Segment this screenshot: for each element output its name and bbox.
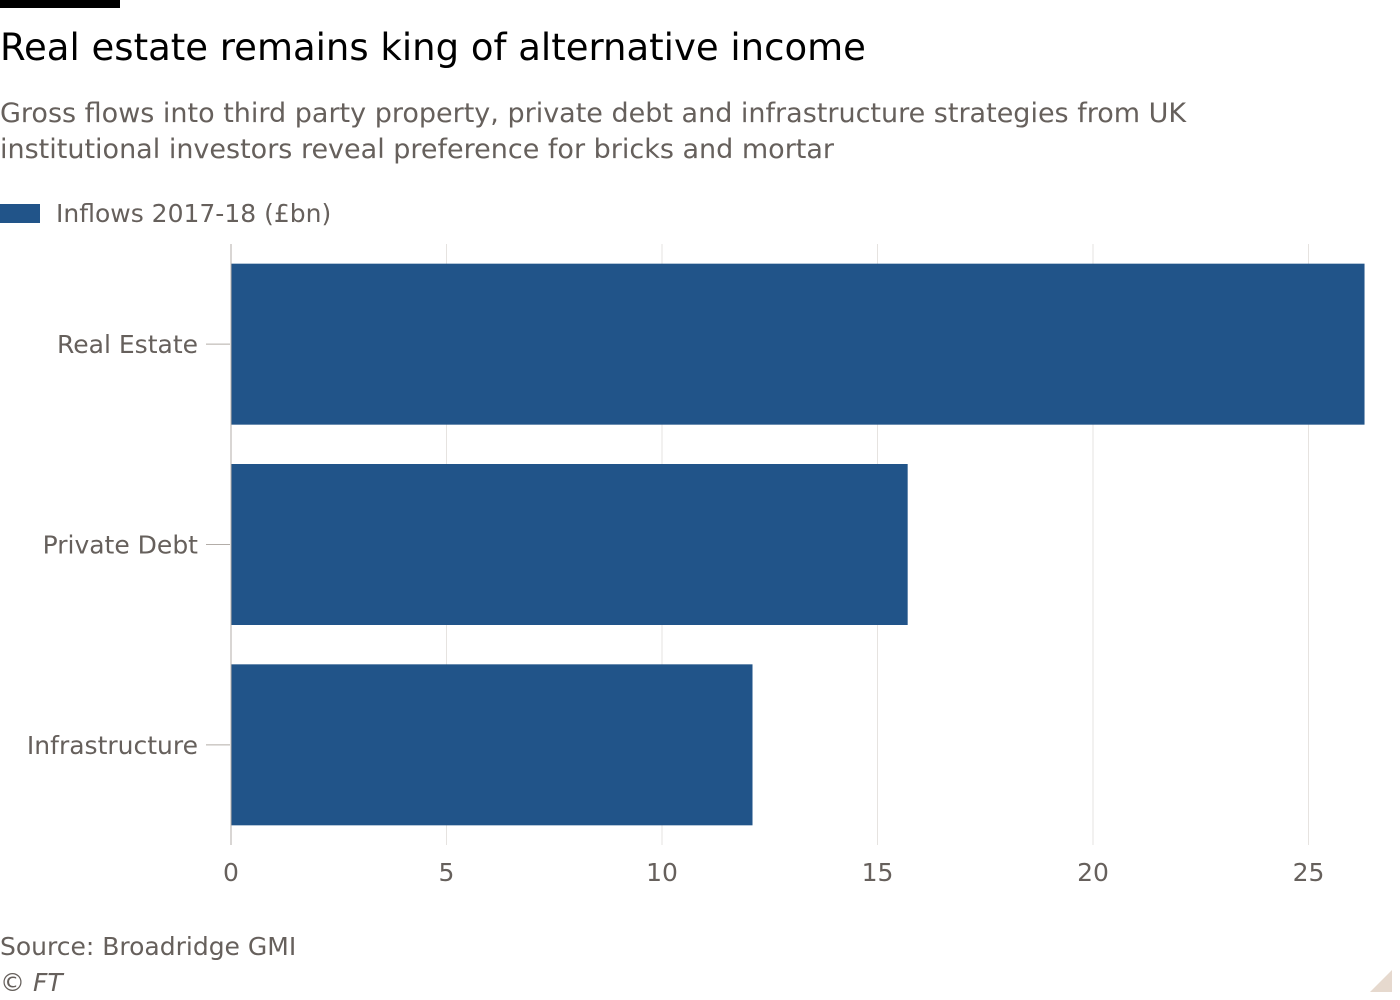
category-label: Private Debt: [43, 531, 199, 560]
chart-subtitle: Gross flows into third party property, p…: [0, 98, 1187, 165]
category-label: Real Estate: [57, 330, 198, 359]
legend-label: Inflows 2017-18 (£bn): [56, 198, 332, 228]
legend-swatch: [0, 203, 40, 223]
x-tick-label: 25: [1293, 858, 1325, 887]
x-tick-label: 0: [223, 858, 239, 887]
category-label: Infrastructure: [27, 731, 198, 760]
x-tick-label: 5: [439, 858, 455, 887]
bar-infrastructure: [231, 664, 753, 826]
x-tick-label: 15: [862, 858, 894, 887]
chart-title: Real estate remains king of alternative …: [0, 26, 866, 69]
corner-triangle-icon: [1370, 970, 1392, 992]
bar-real-estate: [231, 263, 1365, 425]
bar-private-debt: [231, 464, 908, 625]
header-accent-bar: [0, 0, 120, 8]
copyright-note: © FT: [0, 968, 63, 997]
x-tick-label: 20: [1077, 858, 1109, 887]
legend: Inflows 2017-18 (£bn): [0, 198, 331, 228]
source-note: Source: Broadridge GMI: [0, 932, 297, 961]
x-tick-label: 10: [646, 858, 678, 887]
